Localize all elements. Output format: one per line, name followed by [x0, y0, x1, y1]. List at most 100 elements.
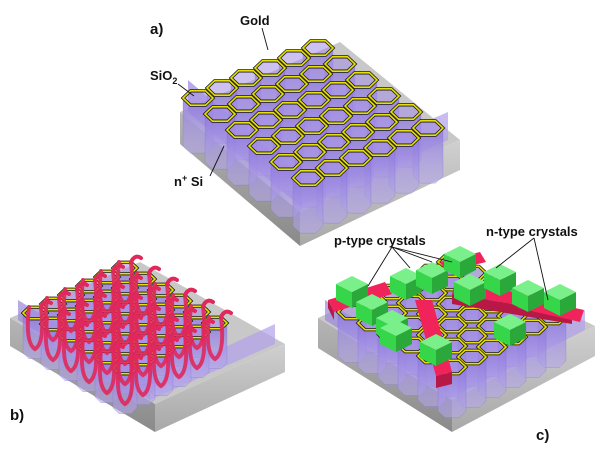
- nanowire-loop: [151, 342, 171, 389]
- nanowire-tip: [93, 272, 107, 282]
- panel-label-a: a): [150, 21, 163, 38]
- honeycomb-a-gold-rim: [367, 88, 401, 104]
- honeycomb-a-gold-rim: [387, 130, 421, 146]
- nanowire-tip: [183, 307, 197, 317]
- nanowire-loop: [43, 316, 63, 363]
- honeycomb-a-gold-rim: [299, 66, 333, 82]
- annotation-nsi: n+ Si: [174, 173, 203, 189]
- p-type-cube-top: [544, 284, 576, 300]
- nanowire-loop: [79, 338, 99, 385]
- nanowire-tip: [147, 325, 161, 335]
- nanowire-loop: [61, 327, 81, 374]
- p-type-cube-top: [390, 268, 422, 284]
- nanowire-loop: [115, 360, 135, 407]
- nanowire-loop: [25, 305, 45, 352]
- nanowire-tip: [93, 292, 107, 302]
- honeycomb-a-gold-rim: [247, 138, 281, 154]
- substrate-b-right: [155, 344, 285, 432]
- honeycomb-c-gold-rim: [416, 306, 448, 322]
- honeycomb-a-gold-rim: [293, 144, 327, 160]
- panel-label-b: b): [10, 407, 24, 424]
- honeycomb-a: [180, 39, 446, 234]
- nanowire-tip: [201, 298, 215, 308]
- nanowire-tip: [165, 316, 179, 326]
- honeycomb-a-gold-rim: [229, 70, 263, 86]
- nanowire-loop: [205, 315, 225, 362]
- n-type-bar: [452, 294, 572, 324]
- p-type-cube-top: [356, 294, 388, 310]
- nanowire-tip: [219, 309, 233, 319]
- nanowire-tip: [201, 318, 215, 328]
- nanowire-tip: [165, 276, 179, 286]
- panel-a: [180, 39, 460, 246]
- p-type-crystals: [336, 246, 576, 366]
- nanowire-loop: [133, 351, 153, 398]
- p-type-cube-top: [416, 262, 448, 278]
- honeycomb-a-gold-rim: [275, 76, 309, 92]
- honeycomb-a-gold-rim: [389, 104, 423, 120]
- sio2-text: SiO: [150, 68, 172, 83]
- nanowire-tip: [75, 321, 89, 331]
- annotation-n-type: n-type crystals: [486, 224, 578, 239]
- nanowire-tip: [147, 345, 161, 355]
- honeycomb-a-gold-rim: [323, 56, 357, 72]
- honeycomb-a-gold-rim: [321, 82, 355, 98]
- nanowire-loop: [187, 324, 207, 371]
- nanowire-loop: [97, 349, 117, 396]
- leader-nsi: [209, 145, 225, 177]
- panel-b: [10, 254, 285, 432]
- nanowire-tip: [57, 310, 71, 320]
- nanowire-tip: [129, 334, 143, 344]
- honeycomb-a-gold-rim: [343, 98, 377, 114]
- nanowire-tip: [147, 305, 161, 315]
- nanowire-tip: [129, 314, 143, 324]
- honeycomb-a-gold-rim: [291, 170, 325, 186]
- honeycomb-a-gold-rim: [225, 122, 259, 138]
- honeycomb-a-gold-rim: [315, 160, 349, 176]
- nanowire-tip: [57, 290, 71, 300]
- honeycomb-a-gold-rim: [319, 108, 353, 124]
- nanowire-tip: [129, 274, 143, 284]
- annotation-sio2: SiO2: [150, 68, 177, 86]
- honeycomb-a-gold-rim: [297, 92, 331, 108]
- honeycomb-a-gold-rim: [205, 80, 239, 96]
- honeycomb-a-gold-rim: [273, 102, 307, 118]
- nanowire-tip: [111, 343, 125, 353]
- nanowire-tip: [129, 354, 143, 364]
- annotation-gold: Gold: [240, 13, 270, 28]
- p-type-cube-top: [336, 276, 368, 292]
- honeycomb-a-gold-rim: [249, 112, 283, 128]
- nanowire-tip: [111, 263, 125, 273]
- panel-c: [318, 237, 595, 432]
- nanowire-tip: [111, 323, 125, 333]
- honeycomb-a-gold-rim: [365, 114, 399, 130]
- honeycomb-a-gold-rim: [345, 72, 379, 88]
- nanowire-tip: [39, 299, 53, 309]
- honeycomb-a-gold-rim: [227, 96, 261, 112]
- nanowire-loops: [25, 254, 233, 407]
- labels: a) b) c) Gold SiO2 n+ Si p-type crystals…: [10, 13, 578, 444]
- nanowire-tip: [147, 265, 161, 275]
- nsi-text: n: [174, 174, 182, 189]
- n-type-bar: [328, 300, 334, 320]
- honeycomb-c-gold-rim: [456, 349, 488, 365]
- p-type-cube-top: [380, 320, 412, 336]
- p-type-cube-top: [454, 274, 486, 290]
- honeycomb-a-gold-rim: [363, 140, 397, 156]
- nanowire-tip: [183, 327, 197, 337]
- honeycomb-a-gold-rim: [317, 134, 351, 150]
- nanowire-tip: [147, 285, 161, 295]
- p-type-cube-top: [494, 314, 526, 330]
- honeycomb-a-gold-rim: [295, 118, 329, 134]
- honeycomb-a-gold-rim: [301, 40, 335, 56]
- honeycomb-c-gold-rim: [456, 328, 488, 344]
- honeycomb-a-gold-rim: [251, 86, 285, 102]
- honeycomb-a-gold-rim: [253, 60, 287, 76]
- nanowire-tip: [129, 294, 143, 304]
- honeycomb-a-gold-rim: [339, 150, 373, 166]
- nsi-superscript: +: [182, 173, 187, 183]
- nanowire-tip: [93, 332, 107, 342]
- honeycomb-a-gold-rim: [271, 128, 305, 144]
- annotation-p-type: p-type crystals: [334, 233, 426, 248]
